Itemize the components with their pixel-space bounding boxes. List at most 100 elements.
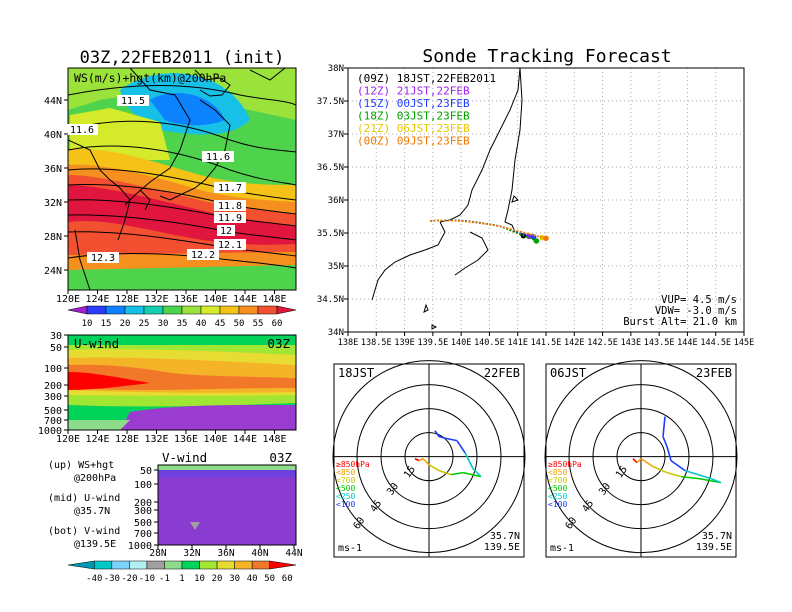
uwind-y-tick-label: 200 bbox=[44, 381, 62, 392]
hodo-segment bbox=[418, 457, 424, 462]
colorbar-swatch bbox=[238, 305, 259, 315]
forecast-x-tick-label: 142E bbox=[564, 338, 584, 348]
forecast-x-tick-label: 141E bbox=[507, 338, 527, 348]
forecast-y-tick-label: 36.5N bbox=[317, 163, 344, 173]
launch-entry: (12Z) 21JST,22FEB bbox=[357, 85, 470, 98]
hodo-segment bbox=[414, 457, 420, 462]
hodo-level: <850 bbox=[548, 468, 567, 477]
vwind-colorbar-tick-label: 10 bbox=[194, 574, 205, 584]
vwind-colorbar-swatch bbox=[146, 560, 165, 570]
uwind-y-tick-label: 700 bbox=[44, 416, 62, 427]
forecast-y-tick-label: 35N bbox=[328, 262, 344, 272]
colorbar-tick-label: 20 bbox=[120, 319, 131, 329]
forecast-x-tick-label: 138E bbox=[338, 338, 358, 348]
vwind-x-tick-label: 40N bbox=[251, 548, 268, 559]
forecast-x-tick-label: 143.5E bbox=[644, 338, 675, 348]
hodo-segment bbox=[428, 463, 440, 472]
main-lat-ticks: 44N 40N 36N 32N 28N 24N bbox=[44, 96, 68, 277]
contour-label-bg bbox=[214, 239, 246, 250]
launch-entry: (15Z) 00JST,23FEB bbox=[357, 97, 470, 110]
hodo-unit: ms-1 bbox=[338, 543, 362, 554]
note-line2: @35.7N bbox=[74, 506, 110, 517]
uwind-x-tick-label: 136E bbox=[174, 434, 198, 445]
main-map-title: 03Z,22FEB2011 (init) bbox=[80, 48, 285, 68]
uwind-frame bbox=[67, 334, 297, 431]
vwind-colorbar-swatch bbox=[164, 560, 183, 570]
colorbar-tick-label: 55 bbox=[253, 319, 264, 329]
hodo-segment bbox=[670, 459, 686, 472]
hodo-level: <100 bbox=[336, 500, 355, 509]
contour-label-bg bbox=[117, 95, 149, 106]
uwind-x-tick-label: 128E bbox=[115, 434, 139, 445]
vwind-colorbar-swatch bbox=[181, 560, 200, 570]
vwind-colorbar-swatch bbox=[251, 560, 270, 570]
contour-label-bg bbox=[187, 249, 219, 260]
contour-label-bg bbox=[214, 200, 246, 211]
forecast-y-tick-label: 37N bbox=[328, 130, 344, 140]
hodo-segment bbox=[632, 458, 638, 464]
uwind-label: U-wind bbox=[74, 336, 119, 351]
vwind-y-tick-label: 700 bbox=[134, 529, 152, 540]
uwind-field bbox=[68, 335, 296, 430]
colorbar-tick-label: 15 bbox=[101, 319, 112, 329]
vwind-colorbar-tick-label: 20 bbox=[212, 574, 223, 584]
vwind-colorbar-tick-label: 60 bbox=[282, 574, 293, 584]
colorbar-swatch bbox=[181, 305, 202, 315]
forecast-x-tick-label: 140.5E bbox=[474, 338, 505, 348]
uwind-x-tick-label: 148E bbox=[262, 434, 286, 445]
forecast-x-tick-label: 139.5E bbox=[417, 338, 448, 348]
forecast-y-ticks: 38N 37.5N 37N 36.5N 36N 35.5N 35N 34.5N 34N bbox=[317, 64, 348, 338]
colorbar-tick-label: 25 bbox=[139, 319, 150, 329]
note-line1: (up) WS+hgt bbox=[48, 460, 114, 471]
legend-notes: (up) WS+hgt @200hPa (mid) U-wind @35.7N (bot… bbox=[48, 460, 120, 550]
hodo-segment bbox=[446, 437, 458, 442]
contour-label-bg bbox=[214, 212, 246, 223]
contour-label: 12.1 bbox=[218, 240, 242, 251]
hodo-segment bbox=[710, 477, 722, 484]
vwind-x-ticks: 28N 32N 36N 40N 44N bbox=[149, 545, 303, 559]
hodo-segment bbox=[680, 475, 700, 480]
forecast-param: VDW= -3.0 m/s bbox=[655, 305, 737, 317]
hodo-segment bbox=[652, 465, 668, 474]
contour-label: 11.7 bbox=[218, 183, 242, 194]
hodo-segment bbox=[472, 468, 482, 478]
vwind-colorbar-tick-label: -20 bbox=[121, 574, 137, 584]
track-line bbox=[429, 219, 547, 240]
colorbar-tick-label: 10 bbox=[82, 319, 93, 329]
note-line1: (mid) U-wind bbox=[48, 493, 120, 504]
hodo-time: 06JST bbox=[550, 366, 586, 380]
colorbar-tick-label: 45 bbox=[215, 319, 226, 329]
track-endpoint bbox=[533, 238, 540, 244]
contour-label-bg bbox=[217, 225, 235, 236]
vwind-colorbar: -40 -30 -20 -10 -1 1 10 20 30 40 50 60 bbox=[67, 560, 297, 584]
note-line1: (bot) V-wind bbox=[48, 526, 120, 537]
lon-tick-label: 136E bbox=[174, 294, 198, 305]
forecast-y-tick-label: 37.5N bbox=[317, 97, 344, 107]
hodo-level: <250 bbox=[336, 492, 355, 501]
contour-label-bg bbox=[202, 151, 234, 162]
main-lon-ticks: 120E 124E 128E 132E 136E 140E 144E 148E bbox=[56, 290, 287, 305]
lat-tick-label: 36N bbox=[44, 164, 62, 175]
hodo-segment bbox=[438, 469, 452, 476]
main-map-label: WS(m/s)+hgt(km)@200hPa bbox=[74, 71, 226, 85]
hodo-segment bbox=[434, 430, 440, 438]
contour-label: 11.6 bbox=[70, 125, 94, 136]
contour-label-bg bbox=[214, 182, 246, 193]
hodo-segment bbox=[438, 435, 448, 440]
colorbar-swatch bbox=[67, 305, 88, 315]
lon-tick-label: 148E bbox=[262, 294, 286, 305]
lon-tick-label: 144E bbox=[233, 294, 257, 305]
hodo-date: 23FEB bbox=[696, 366, 732, 380]
colorbar-swatch bbox=[124, 305, 145, 315]
hodo-segment bbox=[666, 446, 672, 461]
vwind-y-tick-label: 1000 bbox=[128, 541, 152, 552]
vwind-colorbar-tick-label: -40 bbox=[86, 574, 102, 584]
vwind-y-tick-label: 500 bbox=[134, 518, 152, 529]
lon-tick-label: 124E bbox=[85, 294, 109, 305]
colorbar-tick-label: 40 bbox=[196, 319, 207, 329]
vwind-y-tick-label: 300 bbox=[134, 506, 152, 517]
vwind-colorbar-swatch bbox=[269, 560, 297, 570]
